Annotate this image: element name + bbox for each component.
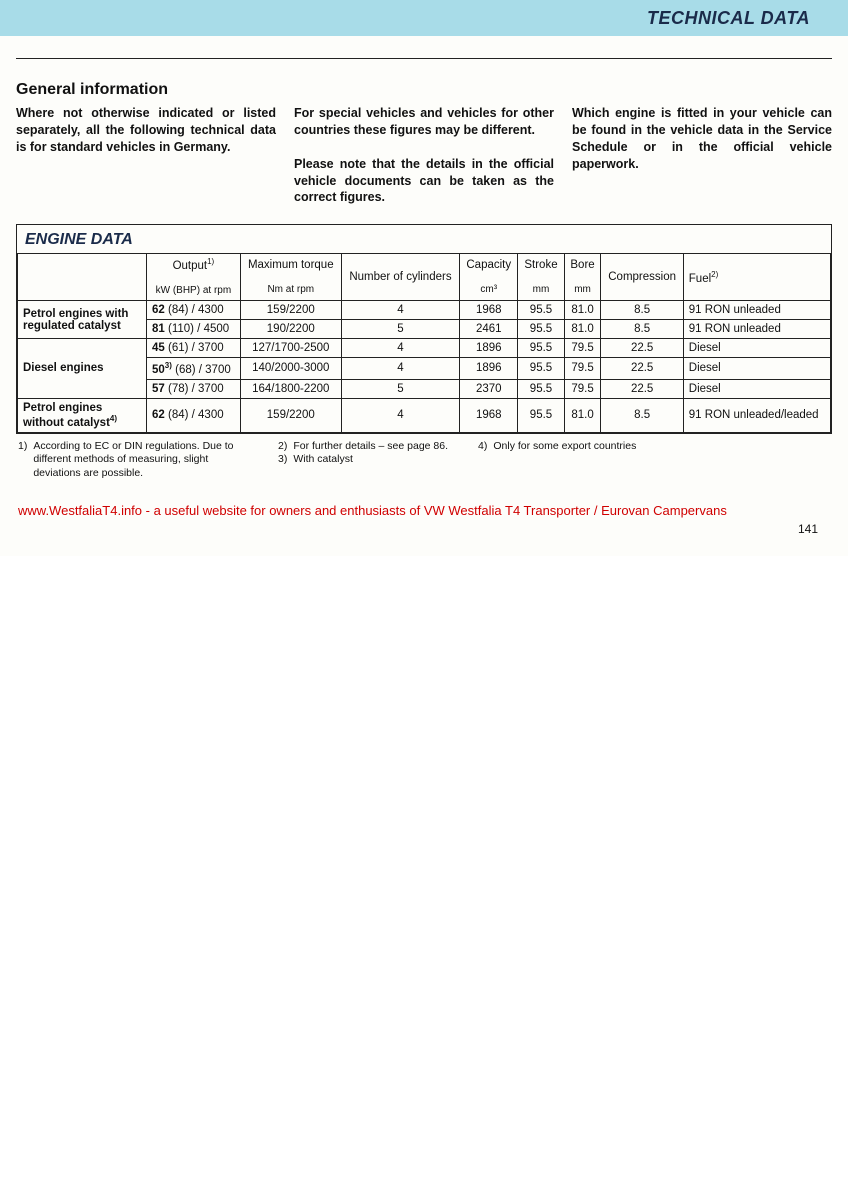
- manual-page: TECHNICAL DATA General information Where…: [0, 0, 848, 556]
- th-blank: [18, 254, 147, 301]
- page-number: 141: [0, 518, 848, 536]
- table-row: Petrol engines without catalyst4)62 (84)…: [18, 398, 831, 432]
- cell-fuel: 91 RON unleaded/leaded: [683, 398, 830, 432]
- website-footer: www.WestfaliaT4.info - a useful website …: [0, 481, 848, 518]
- page-header-title: TECHNICAL DATA: [647, 8, 810, 29]
- footnote-mid: 2) For further details – see page 86. 3)…: [278, 440, 448, 481]
- intro-col-1: Where not otherwise indicated or listed …: [16, 105, 276, 206]
- cell-bore: 79.5: [564, 358, 601, 380]
- cell-output: 57 (78) / 3700: [147, 379, 241, 398]
- content-area: General information Where not otherwise …: [0, 59, 848, 206]
- cell-bore: 81.0: [564, 320, 601, 339]
- cell-fuel: 91 RON unleaded: [683, 320, 830, 339]
- th-compression: Compression: [601, 254, 683, 301]
- cell-fuel: Diesel: [683, 358, 830, 380]
- table-body: Petrol engines with regulated catalyst62…: [18, 301, 831, 433]
- th-output: Output1) kW (BHP) at rpm: [147, 254, 241, 301]
- th-bore: Bore mm: [564, 254, 601, 301]
- cell-stroke: 95.5: [518, 358, 564, 380]
- cell-stroke: 95.5: [518, 398, 564, 432]
- th-torque: Maximum torque Nm at rpm: [240, 254, 341, 301]
- cell-output: 503) (68) / 3700: [147, 358, 241, 380]
- cell-cap: 1896: [460, 339, 518, 358]
- footnote-1: 1) According to EC or DIN regulations. D…: [18, 440, 248, 481]
- cell-torque: 159/2200: [240, 301, 341, 320]
- th-capacity: Capacity cm³: [460, 254, 518, 301]
- cell-stroke: 95.5: [518, 301, 564, 320]
- cell-cyl: 5: [341, 379, 459, 398]
- th-stroke: Stroke mm: [518, 254, 564, 301]
- cell-cap: 1968: [460, 398, 518, 432]
- intro-col-2: For special vehicles and vehicles for ot…: [294, 105, 554, 206]
- cell-cap: 2461: [460, 320, 518, 339]
- engine-data-box: ENGINE DATA Output1) kW (BHP) at rpm Max…: [16, 224, 832, 433]
- table-row: Diesel engines45 (61) / 3700127/1700-250…: [18, 339, 831, 358]
- cell-stroke: 95.5: [518, 320, 564, 339]
- cell-torque: 159/2200: [240, 398, 341, 432]
- table-header-row: Output1) kW (BHP) at rpm Maximum torque …: [18, 254, 831, 301]
- cell-cyl: 5: [341, 320, 459, 339]
- cell-output: 45 (61) / 3700: [147, 339, 241, 358]
- footnotes: 1) According to EC or DIN regulations. D…: [0, 434, 848, 481]
- cell-comp: 8.5: [601, 320, 683, 339]
- cell-torque: 127/1700-2500: [240, 339, 341, 358]
- cell-comp: 8.5: [601, 398, 683, 432]
- row-group-label: Petrol engines without catalyst4): [18, 398, 147, 432]
- header-band: TECHNICAL DATA: [0, 0, 848, 36]
- row-group-label: Petrol engines with regulated catalyst: [18, 301, 147, 339]
- cell-torque: 164/1800-2200: [240, 379, 341, 398]
- th-cylinders: Number of cylinders: [341, 254, 459, 301]
- cell-torque: 140/2000-3000: [240, 358, 341, 380]
- cell-cyl: 4: [341, 339, 459, 358]
- th-fuel: Fuel2): [683, 254, 830, 301]
- engine-data-table: Output1) kW (BHP) at rpm Maximum torque …: [17, 253, 831, 432]
- cell-comp: 22.5: [601, 339, 683, 358]
- cell-bore: 79.5: [564, 339, 601, 358]
- cell-bore: 81.0: [564, 398, 601, 432]
- cell-bore: 79.5: [564, 379, 601, 398]
- engine-data-title: ENGINE DATA: [17, 225, 831, 253]
- cell-cap: 1896: [460, 358, 518, 380]
- cell-output: 62 (84) / 4300: [147, 398, 241, 432]
- cell-stroke: 95.5: [518, 379, 564, 398]
- cell-comp: 22.5: [601, 358, 683, 380]
- cell-torque: 190/2200: [240, 320, 341, 339]
- row-group-label: Diesel engines: [18, 339, 147, 399]
- cell-fuel: Diesel: [683, 379, 830, 398]
- cell-cap: 2370: [460, 379, 518, 398]
- cell-comp: 8.5: [601, 301, 683, 320]
- cell-fuel: Diesel: [683, 339, 830, 358]
- footnote-4: 4) Only for some export countries: [478, 440, 636, 481]
- cell-cyl: 4: [341, 398, 459, 432]
- table-row: Petrol engines with regulated catalyst62…: [18, 301, 831, 320]
- cell-cyl: 4: [341, 301, 459, 320]
- cell-output: 81 (110) / 4500: [147, 320, 241, 339]
- intro-columns: Where not otherwise indicated or listed …: [16, 105, 832, 206]
- cell-cap: 1968: [460, 301, 518, 320]
- cell-comp: 22.5: [601, 379, 683, 398]
- cell-fuel: 91 RON unleaded: [683, 301, 830, 320]
- section-title: General information: [16, 81, 832, 99]
- cell-output: 62 (84) / 4300: [147, 301, 241, 320]
- intro-col-3: Which engine is fitted in your vehicle c…: [572, 105, 832, 206]
- cell-stroke: 95.5: [518, 339, 564, 358]
- cell-cyl: 4: [341, 358, 459, 380]
- cell-bore: 81.0: [564, 301, 601, 320]
